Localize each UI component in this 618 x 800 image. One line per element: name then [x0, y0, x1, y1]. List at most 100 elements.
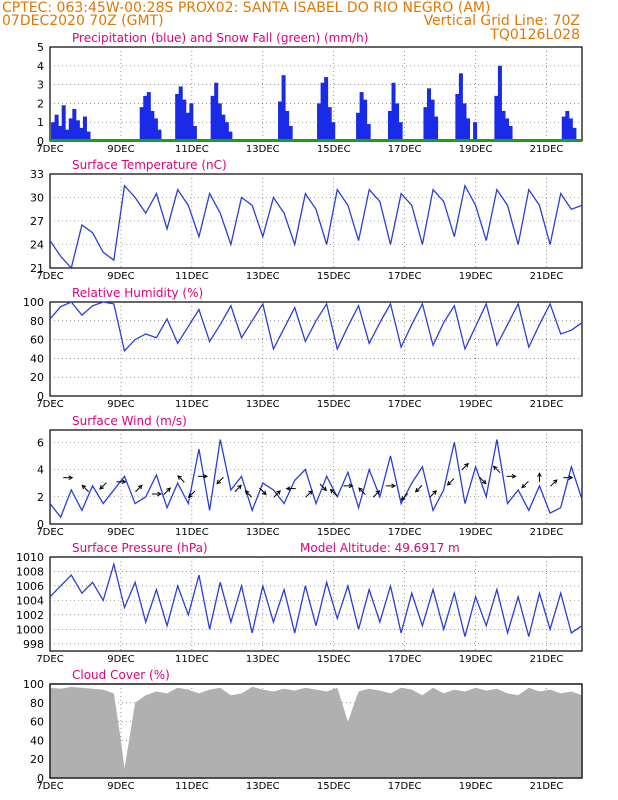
cloud-ytick-label: 20 — [30, 753, 44, 766]
humidity-xtick-label: 15DEC — [317, 399, 351, 410]
precip-bar — [398, 122, 403, 141]
temperature-ytick-label: 33 — [30, 168, 44, 181]
precip-bar — [150, 110, 155, 141]
wind-arrow-head — [511, 473, 517, 479]
precip-bar — [189, 103, 194, 141]
precip-bar — [210, 95, 215, 141]
wind-arrow — [99, 482, 107, 490]
wind-arrow-head — [237, 484, 242, 490]
wind-arrow — [234, 485, 242, 493]
header-grid-line: Vertical Grid Line: 70Z — [423, 13, 580, 29]
precip-bar — [82, 116, 87, 141]
precip-bar — [182, 99, 187, 141]
precip-bar — [221, 114, 226, 141]
precip-bar — [494, 95, 499, 141]
precip-bar — [359, 92, 364, 141]
wind-arrow — [461, 463, 469, 471]
pressure-xtick-label: 13DEC — [246, 654, 280, 665]
precip-bar — [423, 107, 428, 141]
precip-bar — [466, 118, 471, 141]
humidity-xtick-label: 21DEC — [530, 399, 564, 410]
temperature-xtick-label: 21DEC — [530, 271, 564, 282]
precip-bar — [153, 118, 158, 141]
wind-frame — [49, 429, 583, 525]
wind-arrow — [259, 487, 267, 495]
precip-xtick-label: 7DEC — [36, 144, 63, 155]
wind-arrow-head — [308, 490, 313, 495]
precip-bar — [426, 88, 431, 141]
wind-arrow-head — [285, 486, 291, 491]
precip-bar — [501, 110, 506, 141]
wind-arrow-head — [521, 483, 527, 489]
wind-arrow-head — [348, 483, 354, 489]
pressure-xtick-label: 11DEC — [175, 654, 209, 665]
precip-bar — [224, 122, 229, 141]
wind-line — [49, 439, 583, 519]
wind-arrow — [135, 485, 143, 493]
temperature-xtick-label: 9DEC — [107, 271, 134, 282]
precip-bar — [430, 99, 435, 141]
pressure-ytick-label: 998 — [23, 638, 44, 651]
precip-bar — [572, 127, 577, 141]
temperature-ytick-label: 30 — [30, 192, 44, 205]
precip-bar — [75, 120, 80, 141]
pressure-xtick-label: 21DEC — [530, 654, 564, 665]
cloud-xtick-label: 13DEC — [246, 781, 280, 792]
wind-arrow — [319, 483, 327, 491]
wind-arrow — [81, 485, 90, 493]
precip-bar — [565, 110, 570, 141]
wind-arrow — [245, 490, 253, 498]
temperature-line — [49, 183, 583, 270]
precip-bar — [139, 107, 144, 141]
humidity-xtick-label: 13DEC — [246, 399, 280, 410]
wind-arrow-head — [568, 475, 574, 481]
precip-xtick-label: 9DEC — [107, 144, 134, 155]
precip-bar — [178, 86, 183, 141]
humidity-ytick-label: 100 — [23, 296, 44, 309]
wind-arrow — [188, 490, 196, 498]
wind-arrow — [550, 479, 558, 487]
precip-bar — [434, 116, 439, 141]
precip-bar — [54, 114, 59, 141]
wind-arrow-head — [157, 491, 162, 497]
precip-bar — [455, 94, 460, 141]
temperature-ytick-label: 24 — [30, 239, 44, 252]
cloud-area — [50, 686, 582, 778]
precip-bar — [51, 122, 56, 141]
humidity-xtick-label: 9DEC — [107, 399, 134, 410]
precip-ytick-label: 2 — [37, 97, 44, 110]
wind-arrow-head — [464, 462, 469, 468]
precip-bar — [58, 125, 63, 141]
temperature-xtick-label: 11DEC — [175, 271, 209, 282]
precip-bar — [395, 103, 400, 141]
cloud-xtick-label: 11DEC — [175, 781, 209, 792]
precip-bar — [288, 125, 293, 141]
precip-bar — [79, 127, 84, 141]
cloud-ytick-label: 80 — [30, 697, 44, 710]
wind-arrow-head — [137, 484, 143, 490]
precip-bar — [146, 92, 151, 141]
wind-arrow-head — [329, 488, 335, 494]
humidity-xtick-label: 7DEC — [36, 399, 63, 410]
humidity-title: Relative Humidity (%) — [72, 286, 203, 300]
precip-bar — [185, 112, 190, 141]
precip-bar — [366, 124, 371, 141]
precip-xtick-label: 21DEC — [530, 144, 564, 155]
wind-xtick-label: 13DEC — [246, 527, 280, 538]
humidity-xtick-label: 19DEC — [459, 399, 493, 410]
precip-xtick-label: 15DEC — [317, 144, 351, 155]
cloud-frame-top — [49, 683, 583, 779]
precip-bar — [462, 103, 467, 141]
wind-arrow-head — [358, 487, 363, 493]
wind-arrow-head — [414, 487, 420, 493]
precip-bar — [327, 107, 332, 141]
pressure-xtick-label: 19DEC — [459, 654, 493, 665]
wind-arrow — [521, 480, 529, 489]
wind-arrow — [401, 493, 409, 501]
humidity-xtick-label: 11DEC — [175, 399, 209, 410]
humidity-ytick-label: 40 — [30, 352, 44, 365]
precip-bar — [473, 122, 478, 141]
humidity-ytick-label: 20 — [30, 371, 44, 384]
wind-arrow — [216, 476, 224, 484]
